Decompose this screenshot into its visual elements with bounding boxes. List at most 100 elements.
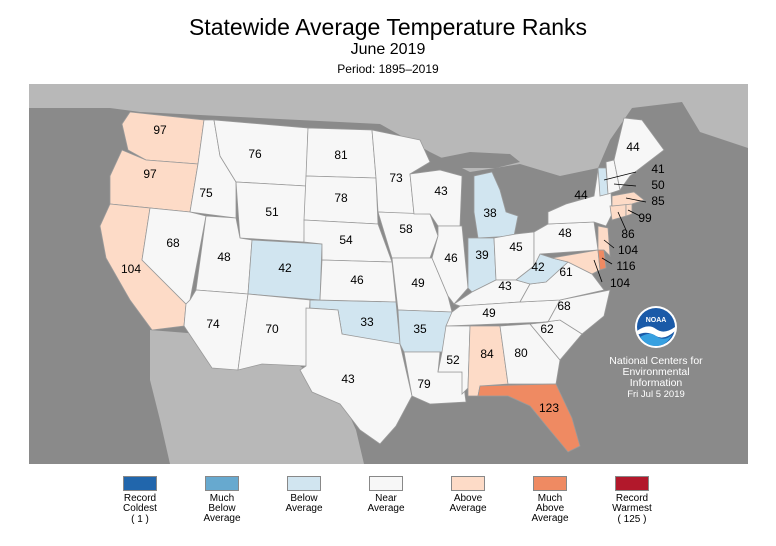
- state-NM[interactable]: [237, 293, 311, 371]
- state-MO[interactable]: [391, 257, 453, 313]
- state-MA[interactable]: [611, 191, 645, 207]
- state-ME[interactable]: [613, 117, 665, 191]
- state-FL[interactable]: [477, 383, 581, 453]
- land-mexico: [150, 330, 364, 464]
- state-GA[interactable]: [499, 323, 561, 385]
- leader-DE: [601, 257, 613, 265]
- rank-WY: 51: [265, 205, 279, 219]
- rank-MS: 52: [446, 353, 460, 367]
- rank-AR: 35: [413, 322, 427, 336]
- rank-CT: 86: [621, 227, 635, 241]
- rank-OH: 45: [509, 240, 523, 254]
- rank-NC: 68: [557, 299, 571, 313]
- legend: Record Coldest ( 1 ) Much Below Average Bel…: [100, 476, 690, 542]
- rank-KS: 46: [350, 273, 364, 287]
- legend-swatch: [287, 476, 321, 491]
- rank-MO: 49: [411, 276, 425, 290]
- rank-WI: 43: [434, 184, 448, 198]
- lake-ontario: [556, 188, 594, 204]
- map-frame: 97 97 104 75 68 76 51 48 74 42 70 81 78 …: [29, 84, 748, 464]
- rank-NV: 68: [166, 236, 180, 250]
- rank-GA: 80: [514, 346, 528, 360]
- legend-swatch: [533, 476, 567, 491]
- rank-OK: 33: [360, 315, 374, 329]
- rank-AZ: 74: [206, 317, 220, 331]
- rank-MD: 104: [610, 276, 630, 290]
- leader-MD: [593, 259, 603, 283]
- credit-line-1: National Centers for: [609, 355, 703, 367]
- rank-WA: 97: [153, 123, 167, 137]
- rank-MT: 76: [248, 147, 262, 161]
- leader-NJ: [603, 239, 615, 249]
- noaa-logo-icon: NOAA: [635, 306, 677, 348]
- state-IL[interactable]: [431, 225, 469, 305]
- rank-RI: 99: [638, 211, 652, 225]
- legend-item-above: Above Average: [428, 476, 508, 514]
- legend-item-near: Near Average: [346, 476, 426, 514]
- rank-TN: 49: [482, 306, 496, 320]
- rank-NE: 54: [339, 233, 353, 247]
- legend-item-much-below: Much Below Average: [182, 476, 262, 524]
- credit-date: Fri Jul 5 2019: [627, 389, 685, 400]
- rank-SC: 62: [540, 322, 554, 336]
- rank-LA: 79: [417, 377, 431, 391]
- land-canada: [29, 84, 748, 176]
- legend-label: Record Warmest: [612, 493, 652, 514]
- rank-WV: 42: [531, 260, 545, 274]
- legend-label: Much Below Average: [203, 493, 241, 524]
- rank-MA: 85: [651, 194, 665, 208]
- state-NJ[interactable]: [597, 225, 611, 258]
- legend-extra: ( 125 ): [617, 514, 647, 525]
- rank-UT: 48: [217, 250, 231, 264]
- noaa-logo-text: NOAA: [646, 317, 667, 324]
- state-MD[interactable]: [551, 249, 601, 275]
- leader-CT: [617, 211, 627, 231]
- page-title: Statewide Average Temperature Ranks: [188, 14, 588, 40]
- legend-label: Record Coldest: [123, 493, 157, 514]
- rank-PA: 48: [558, 226, 572, 240]
- legend-extra: ( 1 ): [131, 514, 149, 525]
- legend-swatch: [451, 476, 485, 491]
- rank-TX: 43: [341, 372, 355, 386]
- leader-RI: [627, 209, 641, 217]
- map-subtitle: June 2019: [350, 41, 426, 58]
- state-RI[interactable]: [625, 203, 633, 217]
- lake-michigan: [458, 174, 474, 232]
- rank-OR: 97: [143, 167, 157, 181]
- legend-label: Below Average: [285, 493, 323, 514]
- legend-swatch: [205, 476, 239, 491]
- rank-NM: 70: [265, 322, 279, 336]
- rank-IN: 39: [475, 248, 489, 262]
- rank-NY: 44: [574, 188, 588, 202]
- leader-NH: [613, 183, 637, 187]
- credit-line-3: Information: [629, 377, 683, 389]
- rank-MN: 73: [389, 171, 403, 185]
- rank-MI: 38: [483, 206, 497, 220]
- credit-line-2: Environmental: [622, 366, 690, 378]
- legend-label: Much Above Average: [531, 493, 569, 524]
- state-TX[interactable]: [299, 307, 413, 445]
- legend-label: Near Average: [367, 493, 405, 514]
- credit-block: National Centers for Environmental Infor…: [598, 355, 714, 401]
- rank-NH: 50: [651, 178, 665, 192]
- rank-IL: 46: [444, 251, 458, 265]
- rank-ID: 75: [199, 186, 213, 200]
- rank-FL: 123: [539, 401, 559, 415]
- legend-swatch: [615, 476, 649, 491]
- leader-VT: [603, 171, 637, 181]
- legend-item-record-warmest: Record Warmest ( 125 ): [592, 476, 672, 525]
- lake-superior: [430, 152, 520, 170]
- rank-AL: 84: [480, 347, 494, 361]
- legend-label: Above Average: [449, 493, 487, 514]
- legend-swatch: [123, 476, 157, 491]
- state-MI[interactable]: [473, 171, 519, 239]
- lake-huron: [492, 172, 530, 216]
- rank-VT: 41: [651, 162, 665, 176]
- rank-VA: 61: [559, 265, 573, 279]
- rank-ND: 81: [334, 148, 348, 162]
- legend-item-much-above: Much Above Average: [510, 476, 590, 524]
- leader-lines: [593, 171, 647, 283]
- rank-CA: 104: [121, 262, 141, 276]
- legend-item-record-coldest: Record Coldest ( 1 ): [100, 476, 180, 525]
- rank-DE: 116: [616, 259, 635, 273]
